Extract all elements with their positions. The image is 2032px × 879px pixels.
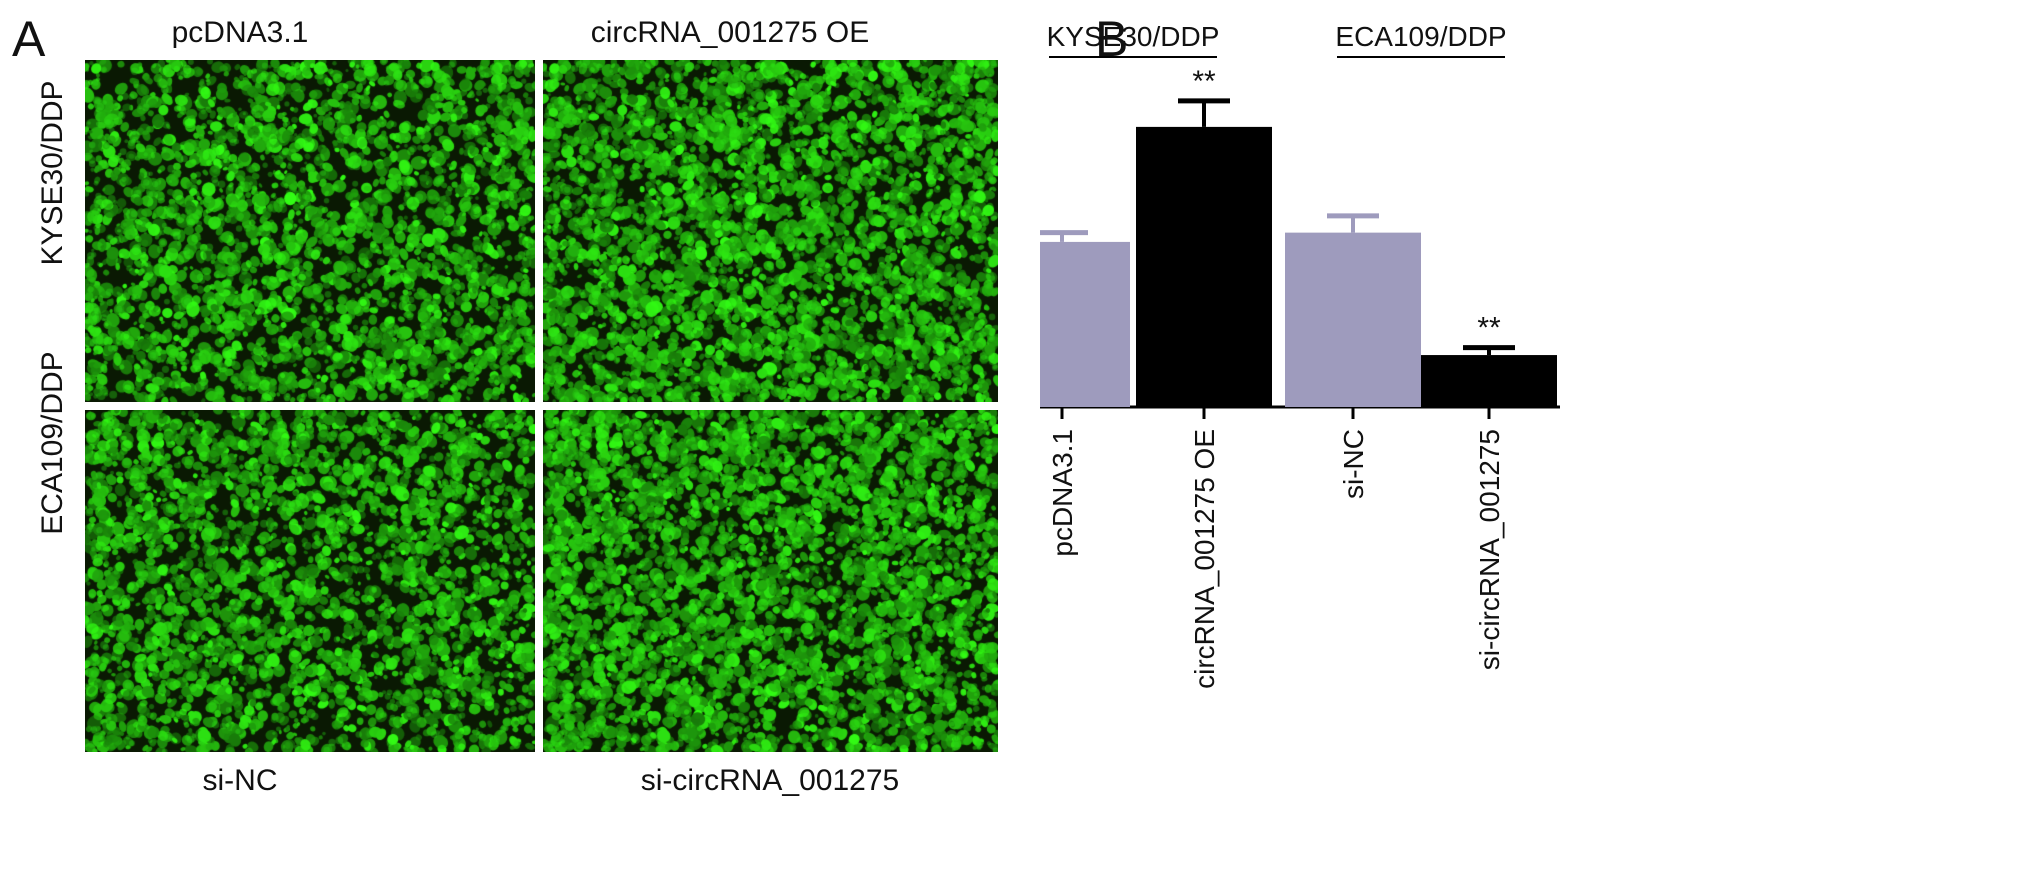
group-label: ECA109/DDP [1335,21,1506,52]
x-category-label: pcDNA3.1 [1047,429,1078,557]
x-category-label: si-NC [1338,429,1369,499]
label-si-circrna: si-circRNA_001275 [640,764,900,797]
micrograph-kyse30-pcdna31 [85,60,535,402]
panel-a-letter: A [12,11,46,67]
label-eca109-ddp: ECA109/DDP [36,351,69,535]
x-category-label: circRNA_001275 OE [1189,429,1220,689]
panel-b-letter: B [1095,11,1129,67]
significance-label: ** [1477,312,1501,345]
micrograph-eca109-si-nc [85,410,535,752]
x-category-label: si-circRNA_001275 [1474,429,1505,670]
bar [1285,232,1421,407]
group-label: KYSE30/DDP [1047,21,1220,52]
label-pcdna31: pcDNA3.1 [171,16,309,49]
significance-label: ** [1192,65,1216,98]
label-circrna-oe: circRNA_001275 OE [590,16,870,49]
bar [1421,355,1557,407]
bar [1136,126,1272,408]
bar-chart: 0.00.51.01.52.0Relative expressionof cir… [1040,21,1560,689]
micrograph-eca109-si-circrna [543,410,998,752]
micrograph-kyse30-circrna-oe [543,60,998,402]
label-si-nc: si-NC [202,764,278,797]
bar [1040,241,1130,407]
